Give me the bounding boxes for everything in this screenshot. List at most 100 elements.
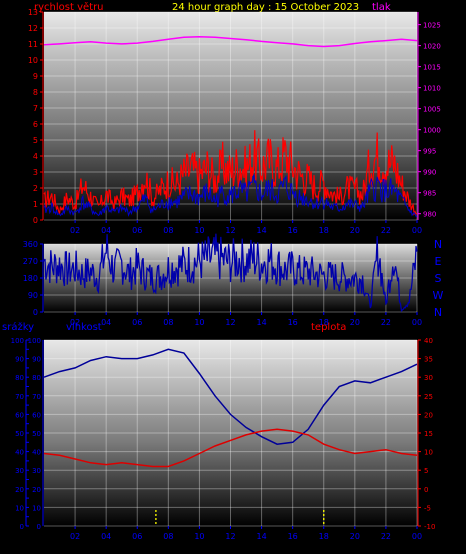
humidity-tick-label: 10 [32,504,41,512]
temperature-tick-label: -10 [424,523,435,531]
x-tick-label: 00 [412,226,422,235]
rain-tick-label: 30 [15,467,24,475]
wind-tick-label: 13 [28,8,38,17]
pressure-tick-label: 1015 [423,64,441,72]
pressure-title: tlak [372,2,391,13]
humidity-axis: 0 10 20 30 40 50 60 70 80 90 100 [28,337,44,531]
x-tick-label: 12 [225,318,235,327]
x-tick-label: 02 [70,532,80,541]
pressure-tick-label: 1025 [423,22,441,30]
x-tick-label: 22 [381,318,391,327]
pressure-tick-label: 990 [423,169,436,177]
temperature-tick-label: 30 [424,374,433,382]
temperature-axis-title: teplota [311,322,346,333]
wind-tick-label: 7 [33,104,38,113]
x-tick-label: 20 [350,318,360,327]
humidity-temperature-series [43,348,418,526]
temperature-tick-label: 35 [424,356,433,364]
x-tick-label: 00 [412,318,422,327]
temperature-tick-label: -5 [424,504,431,512]
x-tick-label: 08 [163,532,173,541]
humidity-tick-label: 40 [32,449,41,457]
rain-tick-label: 10 [15,504,24,512]
temperature-tick-label: 40 [424,337,433,345]
pressure-axis: 980 985 990 995 1000 1005 1010 1015 1020 1025 [417,12,441,220]
x-tick-label: 18 [319,318,329,327]
rain-tick-label: 100 [11,337,24,345]
pressure-tick-label: 985 [423,190,436,198]
wind-direction-line [43,233,418,313]
pressure-tick-label: 1000 [423,127,441,135]
x-tick-label: 04 [101,532,111,541]
wind-tick-label: 0 [33,216,38,225]
x-tick-label: 12 [225,532,235,541]
wind-average-line [43,174,418,218]
humidity-tick-label: 60 [32,411,41,419]
wind-tick-label: 3 [33,168,38,177]
x-tick-label: 00 [412,532,422,541]
pressure-tick-label: 980 [423,211,436,219]
wind-tick-label: 8 [33,88,38,97]
x-tick-label: 08 [163,318,173,327]
pressure-tick-label: 1020 [423,43,441,51]
x-tick-label: 06 [132,318,142,327]
humidity-tick-label: 30 [32,467,41,475]
x-tick-label: 14 [256,226,266,235]
x-tick-label: 06 [132,226,142,235]
panel-wind-grid [44,11,418,221]
temperature-tick-label: 5 [424,467,428,475]
temperature-line [43,428,418,468]
direction-degree-axis: 0 90 180 270 360 [23,240,44,317]
temperature-axis: -10 -5 0 5 10 15 20 25 30 35 40 [417,337,435,531]
x-tick-label: 16 [288,226,298,235]
x-tick-label: 20 [350,532,360,541]
degree-tick-label: 180 [23,274,38,283]
rain-tick-label: 20 [15,486,24,494]
temperature-tick-label: 25 [424,393,433,401]
x-tick-label: 02 [70,318,80,327]
compass-label: E [435,255,442,268]
x-tick-label: 14 [256,318,266,327]
wind-gust-line [43,130,418,216]
humidity-tick-label: 0 [37,523,41,531]
pressure-tick-label: 1005 [423,106,441,114]
x-tick-label: 18 [319,226,329,235]
x-tick-label: 10 [194,318,204,327]
humidity-tick-label: 20 [32,486,41,494]
degree-tick-label: 270 [23,257,38,266]
x-tick-label: 08 [163,226,173,235]
x-tick-label: 22 [381,532,391,541]
rain-axis-title: srážky [2,321,34,333]
x-tick-label: 04 [101,226,111,235]
humidity-axis-title: vlhkost [66,322,102,333]
wind-tick-label: 9 [33,72,38,81]
wind-tick-label: 12 [28,24,38,33]
rain-tick-label: 0 [20,523,24,531]
x-tick-label: 16 [288,318,298,327]
x-tick-label: 20 [350,226,360,235]
wind-tick-label: 1 [33,200,38,209]
wind-tick-label: 6 [33,120,38,129]
rain-axis: 0 10 20 30 40 50 60 70 80 90 100 [11,337,29,531]
x-tick-label: 18 [319,532,329,541]
graph-title: 24 hour graph day : 15 October 2023 [172,2,359,13]
x-tick-label: 16 [288,532,298,541]
rain-tick-label: 40 [15,449,24,457]
x-tick-label: 12 [225,226,235,235]
wind-pressure-series [43,36,418,218]
rain-tick-label: 70 [15,393,24,401]
x-tick-label: 22 [381,226,391,235]
degree-tick-label: 0 [33,308,38,317]
pressure-tick-label: 995 [423,148,436,156]
x-tick-label: 10 [194,532,204,541]
temperature-tick-label: 0 [424,486,428,494]
direction-time-axis: 02 04 06 08 10 12 14 16 18 20 22 00 [70,312,422,327]
temperature-tick-label: 15 [424,430,433,438]
temperature-tick-label: 20 [424,411,433,419]
wind-tick-label: 11 [28,40,38,49]
rain-tick-label: 80 [15,374,24,382]
rain-tick-label: 90 [15,356,24,364]
wind-speed-title: rychlost větru [34,1,104,13]
